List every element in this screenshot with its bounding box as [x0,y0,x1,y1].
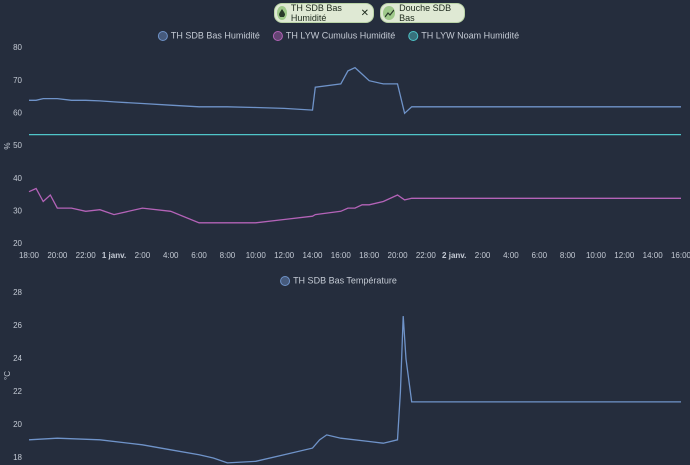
x-tick-label: 4:00 [163,251,179,260]
x-tick-label: 2:00 [135,251,151,260]
x-tick-label: 10:00 [246,251,267,260]
y-tick-label: 28 [13,288,22,297]
y-tick-label: 40 [13,174,22,183]
x-tick-label: 14:00 [302,251,323,260]
x-tick-label: 2:00 [475,251,491,260]
x-tick-label: 18:00 [19,251,40,260]
filter-chip[interactable]: Douche SDB Bas [380,3,465,23]
x-tick-label: 20:00 [388,251,409,260]
y-tick-label: 26 [13,321,22,330]
chip-label: Douche SDB Bas [399,3,452,23]
series-line [29,66,681,115]
series-line [28,316,681,464]
legend-swatch[interactable] [272,31,283,41]
y-tick-label: 18 [13,453,22,462]
x-tick-label: 22:00 [416,251,437,260]
x-tick-label: 16:00 [671,251,690,260]
x-tick-label: 16:00 [331,251,352,260]
y-tick-label: 20 [13,420,22,429]
legend-label[interactable]: TH LYW Noam Humidité [421,30,519,40]
x-tick-label: 1 janv. [102,251,126,260]
x-tick-label: 4:00 [503,251,519,260]
chip-remove[interactable]: ✕ [360,7,369,19]
x-tick-label: 20:00 [47,251,68,260]
drop-icon [278,9,285,17]
chip-label: TH SDB Bas Humidité [290,3,342,23]
x-tick-label: 10:00 [586,251,607,260]
x-tick-label: 12:00 [274,251,295,260]
chip-icon [277,6,287,20]
x-tick-label: 6:00 [191,251,207,260]
x-tick-label: 12:00 [614,251,635,260]
x-tick-label: 22:00 [76,251,97,260]
legend-label[interactable]: TH SDB Bas Température [293,275,397,285]
x-tick-label: 8:00 [560,251,576,260]
legend-swatch[interactable] [408,31,419,41]
chip-icon [383,6,396,20]
y-tick-label: 20 [13,239,22,248]
legend-swatch[interactable] [157,31,168,41]
y-tick-label: 50 [13,141,22,150]
x-tick-label: 6:00 [531,251,547,260]
x-tick-label: 18:00 [359,251,380,260]
y-tick-label: 24 [13,354,22,363]
y-axis-label: °C [3,371,12,380]
legend-swatch[interactable] [280,276,291,286]
filter-chip[interactable]: TH SDB Bas Humidité ✕ [274,3,374,23]
chart-icon [384,9,394,17]
y-tick-label: 70 [13,76,22,85]
y-tick-label: 30 [13,206,22,215]
x-tick-label: 2 janv. [442,251,466,260]
y-tick-label: 80 [13,43,22,52]
x-tick-label: 8:00 [220,251,236,260]
y-tick-label: 22 [13,387,22,396]
legend-label[interactable]: TH LYW Cumulus Humidité [286,30,395,40]
y-axis-label: % [3,142,12,149]
legend-label[interactable]: TH SDB Bas Humidité [171,30,260,40]
series-line [28,187,681,224]
y-tick-label: 60 [13,108,22,117]
x-tick-label: 14:00 [643,251,664,260]
